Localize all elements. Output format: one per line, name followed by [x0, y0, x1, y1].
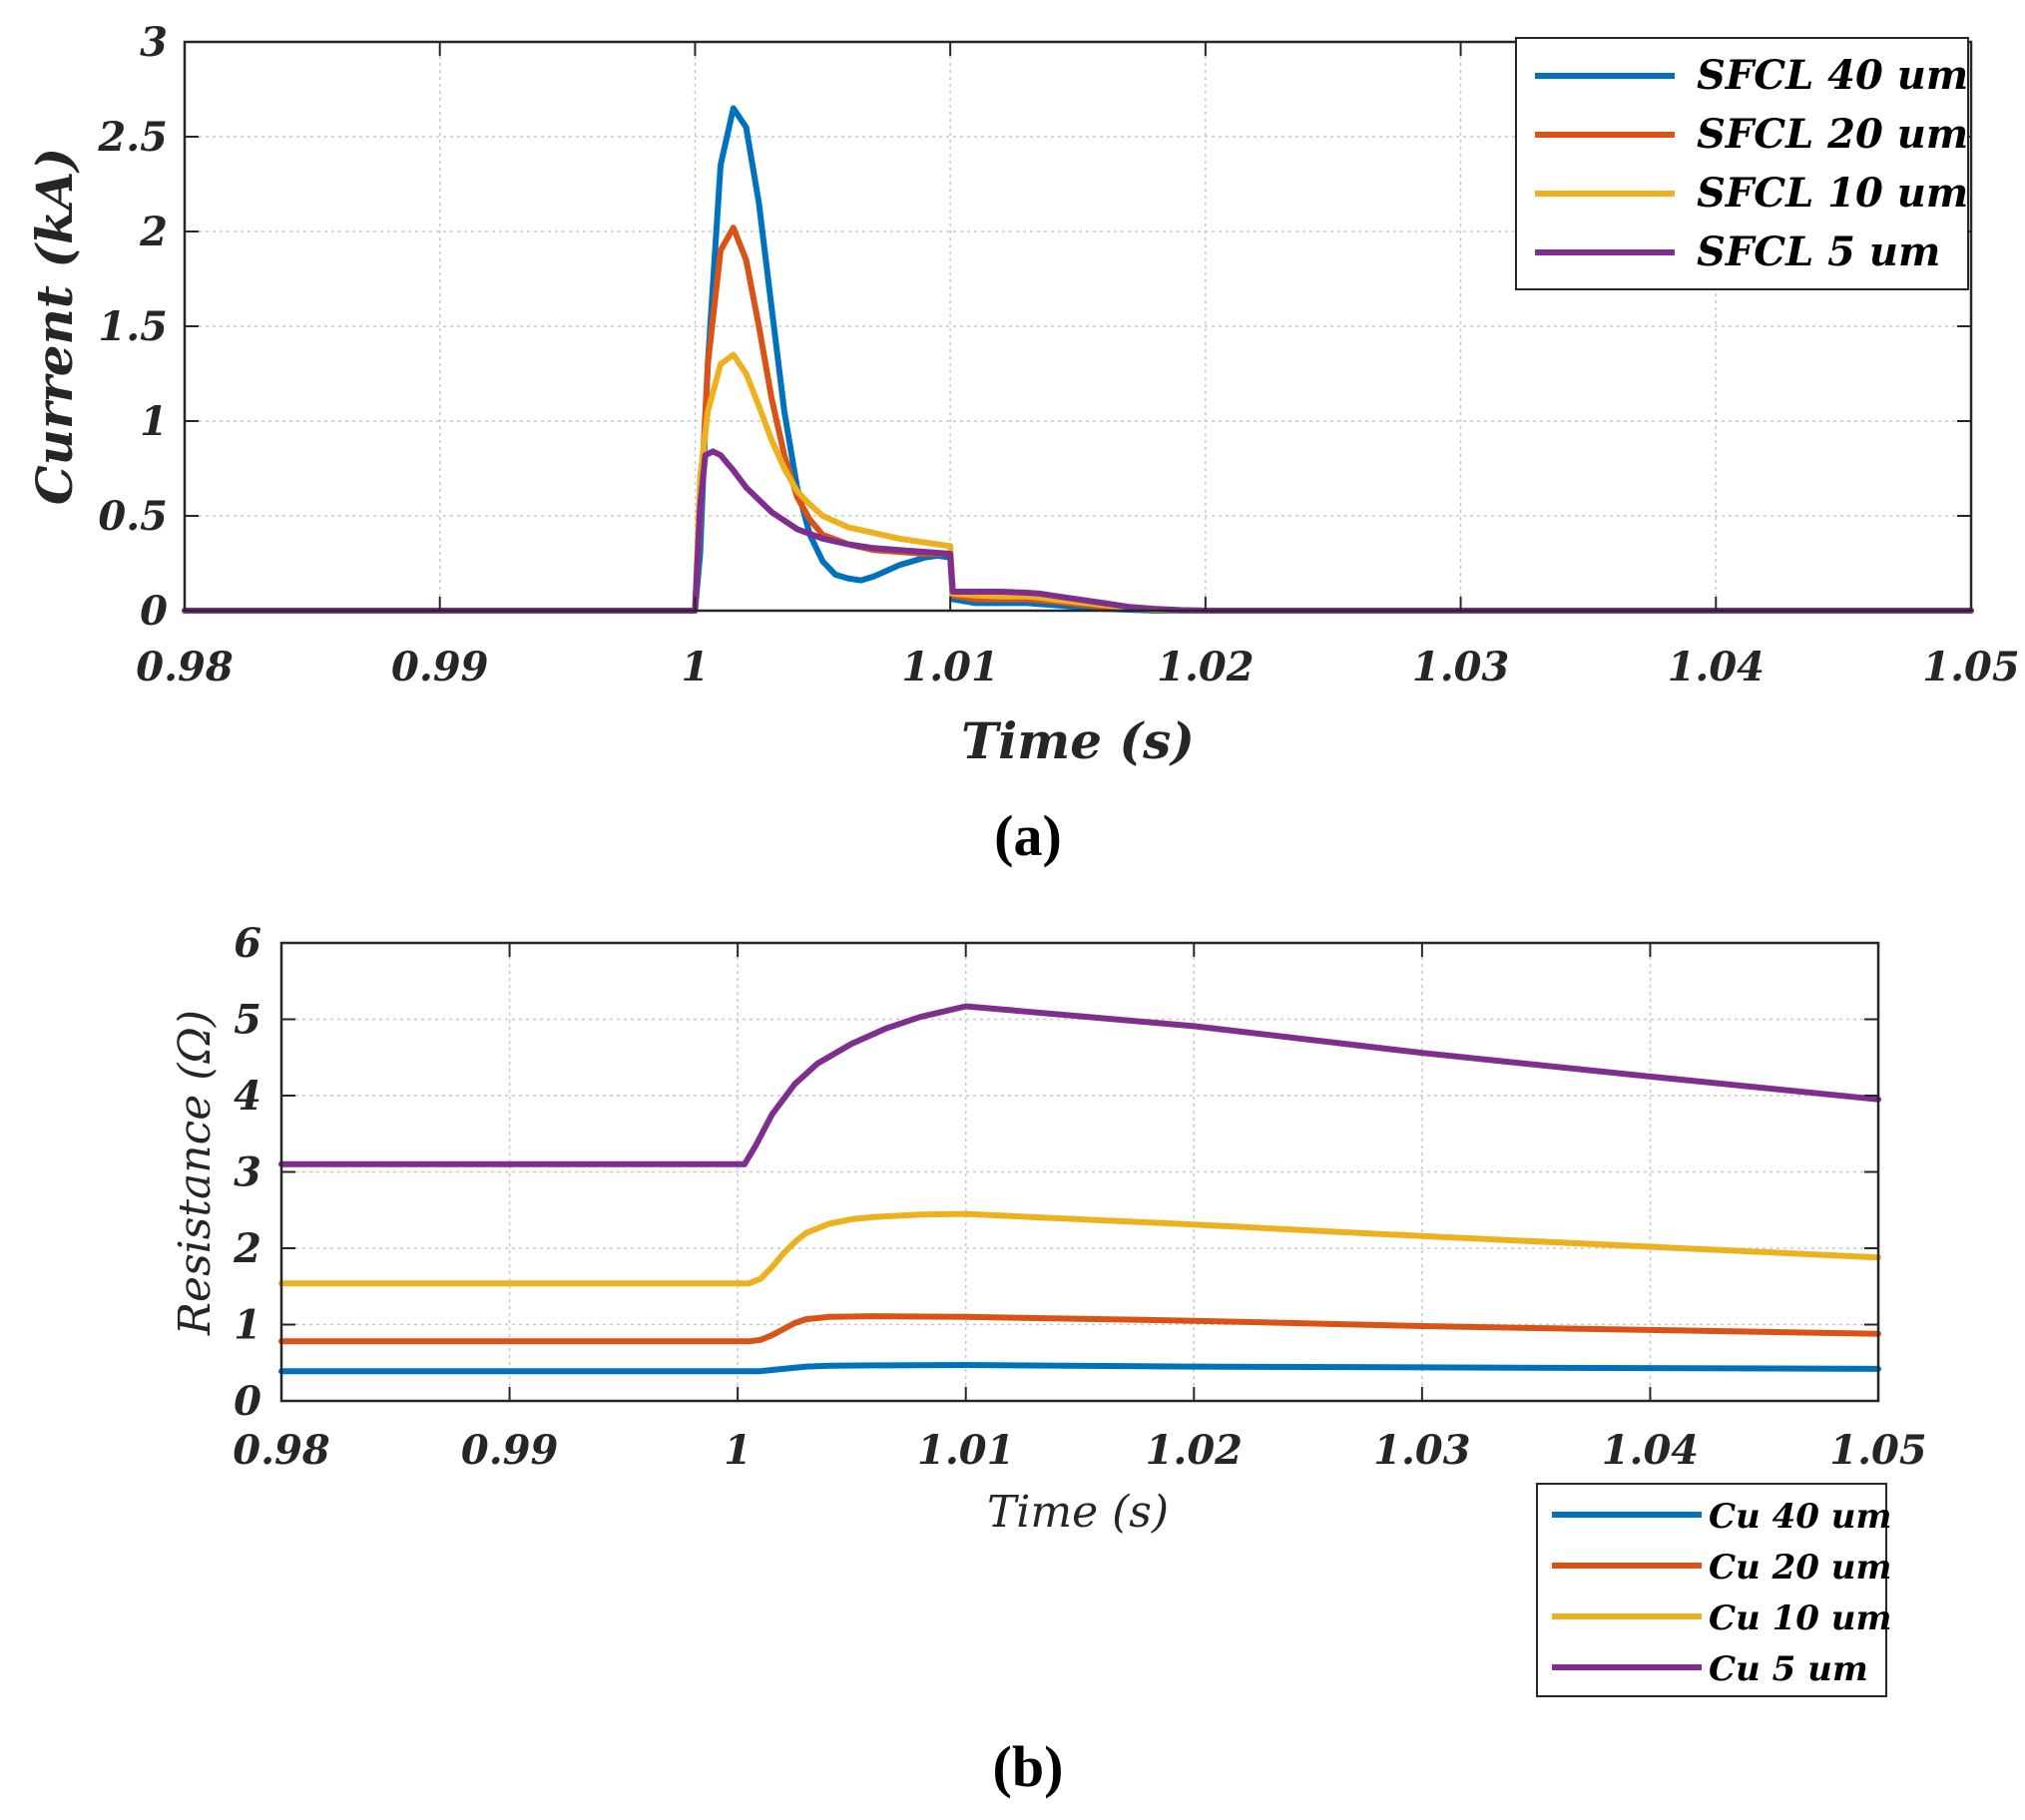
chart-a-x-tick-label: 0.99	[391, 644, 488, 690]
chart-a-caption-letter: a	[1014, 803, 1043, 868]
chart-a-y-tick-label: 2	[139, 209, 168, 255]
chart-b-legend-label-2: Cu 20 um	[1709, 1548, 1891, 1588]
chart-b-caption: (b)	[993, 1734, 1064, 1799]
chart-a-x-ticks: 0.98 0.99 1 1.01 1.02 1.03 1.04 1.05	[136, 42, 2020, 690]
chart-a-legend: SFCL 40 um SFCL 20 um SFCL 10 um SFCL 5 um	[1515, 37, 1969, 290]
chart-b-caption-letter: b	[1012, 1734, 1044, 1799]
chart-a-y-tick-label: 1.5	[98, 303, 168, 350]
chart-a-x-tick-label: 0.98	[136, 644, 233, 690]
chart-b-series-3	[278, 1210, 1881, 1287]
chart-a-legend-box	[1515, 37, 1969, 290]
chart-b-y-tick-label: 0	[234, 1378, 261, 1425]
chart-b-y-tick-label: 2	[233, 1225, 261, 1272]
chart-a-series-1	[182, 105, 1974, 614]
chart-a-y-tick-label: 2.5	[97, 114, 168, 161]
chart-a-y-tick-label: 0	[140, 588, 168, 635]
chart-a-legend-label-1: SFCL 40 um	[1697, 52, 1968, 99]
chart-b-series-1	[278, 1362, 1881, 1375]
chart-a-x-tick-label: 1.02	[1157, 644, 1254, 690]
chart-a-x-tick-label: 1.03	[1412, 644, 1509, 690]
chart-b-legend-label-3: Cu 10 um	[1709, 1598, 1891, 1638]
chart-b-y-tick-label: 1	[234, 1302, 261, 1349]
chart-b-y-tick-label: 6	[234, 920, 261, 967]
chart-a-legend-label-4: SFCL 5 um	[1697, 228, 1940, 275]
chart-b-y-tick-label: 5	[234, 997, 261, 1044]
chart-b-x-tick-label: 1.03	[1373, 1427, 1470, 1474]
chart-b-series-2	[278, 1313, 1881, 1345]
chart-a-x-tick-label: 1.01	[901, 644, 998, 690]
chart-b-grid	[281, 943, 1878, 1401]
chart-b-legend: Cu 40 um Cu 20 um Cu 10 um Cu 5 um	[1536, 1483, 1891, 1697]
chart-b-legend-box	[1536, 1483, 1887, 1697]
chart-a-caption: (a)	[994, 803, 1062, 868]
chart-a-x-tick-label: 1.05	[1922, 644, 2019, 690]
chart-b-series-4	[278, 1003, 1881, 1167]
chart-b-legend-entries: Cu 40 um Cu 20 um Cu 10 um Cu 5 um	[1552, 1497, 1891, 1689]
chart-a-x-tick-label: 1	[682, 644, 710, 690]
chart-b-x-tick-label: 1.05	[1829, 1427, 1926, 1474]
chart-b-x-axis-label: Time (s)	[987, 1487, 1169, 1538]
chart-b-y-axis-label: Resistance (Ω)	[170, 1010, 221, 1336]
chart-b: 0.98 0.99 1 1.01 1.02 1.03 1.04 1.05 0 1 2 3 4 5 6 Ti…	[170, 920, 1927, 1799]
chart-a-y-axis-label: Current (kA)	[25, 148, 84, 505]
chart-a-legend-label-2: SFCL 20 um	[1697, 111, 1968, 158]
chart-b-x-ticks: 0.98 0.99 1 1.01 1.02 1.03 1.04 1.05	[233, 943, 1927, 1474]
chart-a-y-tick-label: 0.5	[98, 493, 168, 540]
chart-a-x-tick-label: 1.04	[1668, 644, 1765, 690]
chart-a-series	[182, 105, 1974, 614]
chart-a: 0.98 0.99 1 1.01 1.02 1.03 1.04 1.05 0 0.5 1 1.5 2 2…	[25, 19, 2020, 868]
chart-a-y-tick-label: 1	[140, 398, 168, 445]
chart-b-legend-label-4: Cu 5 um	[1709, 1649, 1868, 1689]
chart-a-y-ticks: 0 0.5 1 1.5 2 2.5 3	[97, 19, 1971, 635]
chart-a-legend-entries: SFCL 40 um SFCL 20 um SFCL 10 um SFCL 5 um	[1535, 52, 1968, 275]
chart-b-series	[278, 1003, 1881, 1375]
chart-b-y-ticks: 0 1 2 3 4 5 6	[233, 920, 1878, 1425]
chart-b-x-tick-label: 1	[724, 1427, 752, 1474]
chart-b-x-tick-label: 0.98	[233, 1427, 329, 1474]
chart-b-y-tick-label: 4	[234, 1073, 261, 1120]
chart-b-y-tick-label: 3	[234, 1149, 261, 1196]
chart-a-y-tick-label: 3	[140, 19, 168, 66]
chart-a-legend-label-3: SFCL 10 um	[1697, 170, 1968, 217]
chart-b-x-tick-label: 0.99	[461, 1427, 558, 1474]
chart-b-x-tick-label: 1.01	[917, 1427, 1014, 1474]
chart-b-x-tick-label: 1.02	[1146, 1427, 1243, 1474]
chart-b-legend-label-1: Cu 40 um	[1709, 1497, 1891, 1537]
chart-a-x-axis-label: Time (s)	[961, 711, 1195, 770]
chart-a-series-4	[182, 448, 1974, 614]
chart-b-x-tick-label: 1.04	[1602, 1427, 1699, 1474]
